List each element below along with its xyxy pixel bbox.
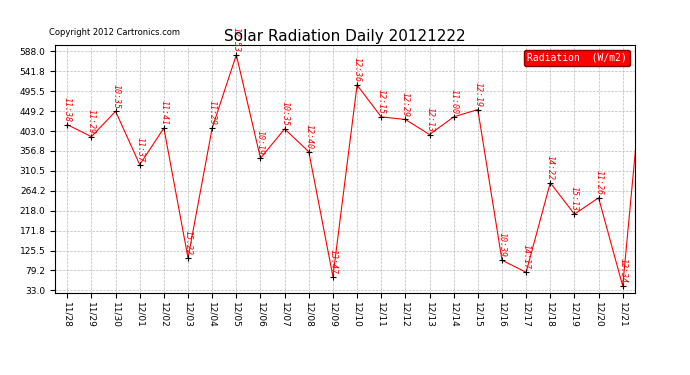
Text: 12:36: 12:36 [353, 57, 362, 82]
Text: 10:39: 10:39 [497, 232, 506, 258]
Text: 10:35: 10:35 [280, 101, 289, 126]
Text: 11:26: 11:26 [594, 170, 603, 195]
Text: 13:47: 13:47 [328, 249, 337, 274]
Text: 11:41: 11:41 [159, 100, 168, 125]
Text: 10:19: 10:19 [256, 130, 265, 155]
Text: 15:22: 15:22 [184, 230, 193, 255]
Text: 11:29: 11:29 [87, 109, 96, 134]
Text: Copyright 2012 Cartronics.com: Copyright 2012 Cartronics.com [50, 28, 180, 37]
Text: 12:13: 12:13 [425, 107, 434, 132]
Text: 11:00: 11:00 [449, 89, 458, 114]
Text: 12:40: 12:40 [304, 124, 313, 149]
Text: 11:37: 11:37 [135, 137, 144, 162]
Text: 11:29: 11:29 [208, 100, 217, 125]
Text: 12:29: 12:29 [401, 92, 410, 117]
Text: 12:53: 12:53 [232, 27, 241, 52]
Legend: Radiation  (W/m2): Radiation (W/m2) [524, 50, 630, 66]
Text: 15:13: 15:13 [570, 186, 579, 211]
Text: 12:34: 12:34 [618, 258, 627, 283]
Text: 12:1: 12:1 [0, 374, 1, 375]
Text: 11:38: 11:38 [63, 97, 72, 122]
Text: 12:19: 12:19 [473, 82, 482, 107]
Text: 10:35: 10:35 [111, 84, 120, 108]
Text: 14:22: 14:22 [546, 155, 555, 180]
Title: Solar Radiation Daily 20121222: Solar Radiation Daily 20121222 [224, 29, 466, 44]
Text: 14:17: 14:17 [522, 244, 531, 270]
Text: 12:15: 12:15 [377, 89, 386, 114]
